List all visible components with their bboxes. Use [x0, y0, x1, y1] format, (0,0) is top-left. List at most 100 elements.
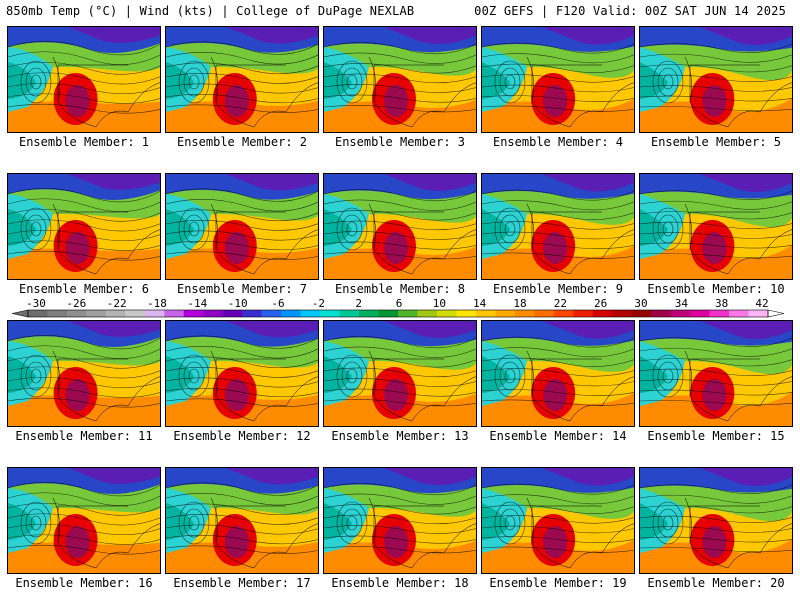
- colorbar-swatch: [417, 310, 438, 317]
- colorbar-tick-label: 42: [755, 298, 768, 310]
- colorbar-swatch: [748, 310, 769, 317]
- ensemble-member-label: Ensemble Member: 1: [18, 135, 150, 149]
- ensemble-panel: [7, 26, 161, 133]
- ensemble-member-label: Ensemble Member: 9: [492, 282, 624, 296]
- ensemble-map: [8, 468, 160, 573]
- colorbar-tick-label: -22: [107, 298, 127, 310]
- ensemble-member-label: Ensemble Member: 20: [647, 576, 785, 590]
- colorbar-swatch: [105, 310, 126, 317]
- ensemble-panel: [639, 467, 793, 574]
- colorbar-swatch: [631, 310, 652, 317]
- colorbar-tick-label: -26: [66, 298, 86, 310]
- colorbar-swatch: [592, 310, 613, 317]
- ensemble-member-label: Ensemble Member: 10: [647, 282, 785, 296]
- ensemble-panel: [481, 26, 635, 133]
- ensemble-map: [8, 174, 160, 279]
- colorbar-tick-label: 10: [433, 298, 446, 310]
- ensemble-member-label: Ensemble Member: 2: [176, 135, 308, 149]
- ensemble-panel: [481, 467, 635, 574]
- ensemble-map: [482, 174, 634, 279]
- ensemble-map: [166, 27, 318, 132]
- colorbar-swatch: [339, 310, 360, 317]
- ensemble-member-label: Ensemble Member: 19: [489, 576, 627, 590]
- ensemble-map: [640, 27, 792, 132]
- ensemble-panel: [481, 173, 635, 280]
- ensemble-member-label: Ensemble Member: 16: [15, 576, 153, 590]
- colorbar-swatch: [729, 310, 749, 317]
- colorbar-swatch: [144, 310, 165, 317]
- colorbar-tick-label: 6: [396, 298, 403, 310]
- colorbar-swatch: [709, 310, 730, 317]
- ensemble-member-label: Ensemble Member: 18: [331, 576, 469, 590]
- ensemble-map: [166, 321, 318, 426]
- ensemble-map: [324, 468, 476, 573]
- ensemble-map: [482, 27, 634, 132]
- ensemble-map: [166, 174, 318, 279]
- colorbar-swatch: [378, 310, 399, 317]
- ensemble-panel: [639, 26, 793, 133]
- ensemble-map: [8, 27, 160, 132]
- ensemble-map: [324, 174, 476, 279]
- colorbar-swatch: [670, 310, 691, 317]
- ensemble-panel: [323, 26, 477, 133]
- colorbar-swatch: [125, 310, 146, 317]
- colorbar-tick-label: -14: [187, 298, 207, 310]
- ensemble-map: [640, 468, 792, 573]
- colorbar-swatch: [320, 310, 340, 317]
- ensemble-member-label: Ensemble Member: 11: [15, 429, 153, 443]
- ensemble-panel: [323, 320, 477, 427]
- colorbar-tick-label: -18: [147, 298, 167, 310]
- colorbar-swatch: [534, 310, 555, 317]
- colorbar-tick-label: -6: [271, 298, 284, 310]
- ensemble-member-label: Ensemble Member: 12: [173, 429, 311, 443]
- ensemble-member-label: Ensemble Member: 3: [334, 135, 466, 149]
- ensemble-member-label: Ensemble Member: 15: [647, 429, 785, 443]
- colorbar-swatch: [261, 310, 282, 317]
- ensemble-map: [8, 321, 160, 426]
- ensemble-map: [166, 468, 318, 573]
- chart-title: 850mb Temp (°C) | Wind (kts) | College o…: [6, 4, 415, 18]
- colorbar-tick-label: -30: [26, 298, 46, 310]
- colorbar-swatch: [436, 310, 457, 317]
- colorbar-tick-label: 30: [634, 298, 647, 310]
- colorbar-swatch: [47, 310, 68, 317]
- ensemble-map: [324, 321, 476, 426]
- ensemble-member-label: Ensemble Member: 5: [650, 135, 782, 149]
- ensemble-map: [482, 321, 634, 426]
- colorbar-tick-label: 38: [715, 298, 728, 310]
- colorbar-swatch: [66, 310, 87, 317]
- ensemble-member-label: Ensemble Member: 6: [18, 282, 150, 296]
- ensemble-panel: [7, 320, 161, 427]
- ensemble-panel: [165, 173, 319, 280]
- colorbar-swatch: [398, 310, 418, 317]
- ensemble-panel: [7, 467, 161, 574]
- colorbar-swatch: [514, 310, 535, 317]
- colorbar-tick-label: 22: [554, 298, 567, 310]
- colorbar-swatch: [183, 310, 204, 317]
- colorbar-left-arrow: [11, 309, 29, 318]
- ensemble-panel: [323, 467, 477, 574]
- colorbar-swatch: [203, 310, 224, 317]
- colorbar-swatch: [456, 310, 477, 317]
- ensemble-panel: [165, 26, 319, 133]
- colorbar-swatch: [281, 310, 301, 317]
- colorbar-swatch: [242, 310, 262, 317]
- colorbar-swatch: [495, 310, 516, 317]
- colorbar-tick-label: -2: [312, 298, 325, 310]
- colorbar-tick-label: 14: [473, 298, 487, 310]
- colorbar-swatch: [300, 310, 321, 317]
- ensemble-member-label: Ensemble Member: 17: [173, 576, 311, 590]
- colorbar-swatch: [359, 310, 379, 317]
- ensemble-map: [640, 321, 792, 426]
- colorbar-swatch: [573, 310, 594, 317]
- valid-time: 00Z GEFS | F120 Valid: 00Z SAT JUN 14 20…: [474, 4, 786, 18]
- ensemble-panel: [639, 173, 793, 280]
- colorbar-swatch: [28, 310, 48, 317]
- ensemble-member-label: Ensemble Member: 7: [176, 282, 308, 296]
- temperature-colorbar: -30 -26 -22 -18 -14 -10 -6 -2 2 6 10 14 18 22 26 30 34 38…: [11, 298, 785, 318]
- ensemble-map: [324, 27, 476, 132]
- colorbar-swatch: [475, 310, 496, 317]
- ensemble-map: [482, 468, 634, 573]
- ensemble-panel: [323, 173, 477, 280]
- colorbar-tick-label: 26: [594, 298, 607, 310]
